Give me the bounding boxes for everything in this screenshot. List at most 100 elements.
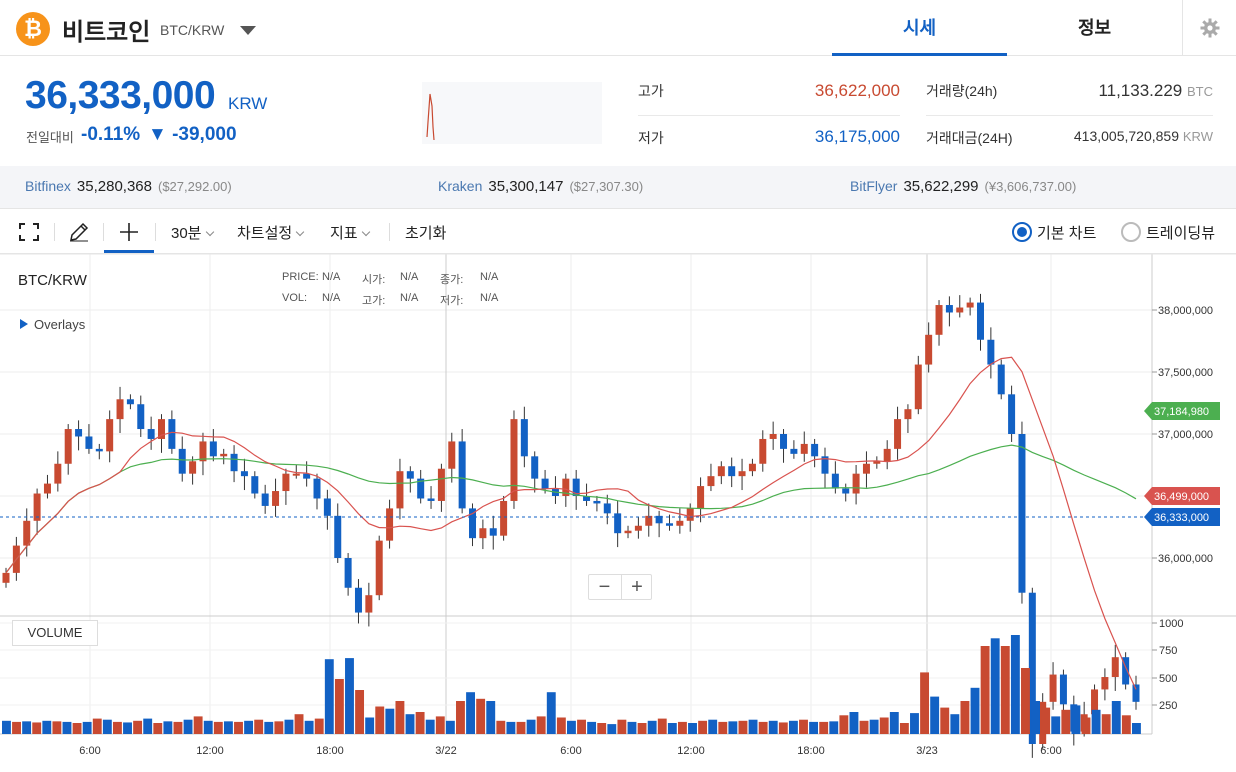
tradingview-label[interactable]: 트레이딩뷰 (1146, 225, 1216, 242)
indicators-select[interactable]: 지표 (330, 222, 370, 243)
candle-body (759, 438, 767, 464)
candle-body (282, 473, 290, 492)
price-summary: 36,333,000 KRW 전일대비 -0.11% ▼ -39,000 고가 … (0, 56, 1236, 166)
volume-24h-value: 11,133.229 BTC (1098, 81, 1213, 100)
volume-tick-label: 1000 (1159, 618, 1183, 630)
chevron-down-icon (361, 227, 370, 237)
candle-body (261, 493, 269, 506)
volume-bar (2, 720, 11, 734)
volume-bar (819, 721, 829, 734)
volume-bar (133, 720, 143, 734)
chart-title: BTC/KRW (18, 272, 87, 289)
candle-body (168, 419, 176, 449)
change-amount: ▼ -39,000 (148, 124, 237, 145)
candlestick-chart[interactable]: 38,000,000 37,500,000 37,000,000 36,000,000… (0, 254, 1236, 772)
basic-chart-radio[interactable] (1012, 222, 1032, 242)
volume-bar (62, 721, 72, 734)
volume-bar (466, 692, 475, 734)
volume-bar (597, 723, 607, 734)
volume-bar (496, 720, 506, 734)
candle-body (116, 399, 124, 420)
volume-bar (788, 720, 798, 734)
volume-bar (506, 721, 516, 734)
volume-bar (1111, 701, 1121, 734)
volume-bar (748, 719, 758, 734)
candle-body (406, 471, 414, 479)
volume-bar (163, 721, 173, 734)
candle-body (520, 419, 528, 457)
overlays-toggle[interactable]: Overlays (20, 317, 85, 332)
time-tick-label: 18:00 (316, 745, 344, 757)
candle-body (655, 515, 663, 524)
candle-body (945, 305, 953, 313)
volume-bar (304, 720, 314, 734)
volume-bar (647, 720, 657, 734)
zoom-out-button[interactable]: − (598, 576, 611, 598)
pencil-icon[interactable] (68, 221, 90, 243)
volume-bar (849, 712, 859, 734)
candle-body (811, 443, 819, 457)
reset-button[interactable]: 초기화 (405, 225, 447, 242)
tradingview-radio[interactable] (1121, 222, 1141, 242)
candle-body (469, 508, 477, 539)
volume-bar (960, 701, 970, 734)
candle-body (334, 515, 342, 558)
fullscreen-icon[interactable] (19, 223, 39, 241)
tab-price[interactable]: 시세 (832, 0, 1007, 56)
volume-bar (1000, 646, 1010, 734)
candle-body (894, 419, 902, 449)
candle-body (603, 503, 611, 514)
candle-body (354, 587, 362, 613)
volume-bar (173, 721, 183, 734)
volume-bar (556, 717, 566, 734)
basic-chart-label[interactable]: 기본 차트 (1037, 225, 1097, 242)
volume-bar (546, 692, 556, 734)
candle-body (417, 478, 425, 499)
candle-body (220, 453, 228, 457)
volume-bar (12, 721, 21, 734)
volume-tick-label: 250 (1159, 700, 1177, 712)
volume-bar (1021, 668, 1030, 734)
tab-info[interactable]: 정보 (1077, 18, 1112, 38)
candle-body (997, 364, 1005, 395)
candle-body (697, 486, 705, 509)
crosshair-icon[interactable] (119, 222, 139, 242)
volume-bar (183, 719, 193, 734)
volume-bar (587, 721, 597, 734)
volume-bar (254, 719, 264, 734)
volume-bar (425, 719, 435, 734)
volume-bar (940, 707, 950, 734)
chart-settings-select[interactable]: 차트설정 (237, 222, 305, 243)
volume-bar (718, 721, 728, 734)
volume-bar (52, 721, 62, 734)
volume-bar (193, 716, 203, 734)
settings-button[interactable] (1182, 0, 1236, 56)
volume-bar (32, 722, 42, 734)
candle-body (676, 520, 684, 526)
candle-body (531, 456, 539, 479)
candle-body (178, 448, 186, 474)
candle-body (85, 436, 93, 449)
candle-body (541, 478, 549, 489)
sparkline (422, 82, 602, 144)
candle-body (209, 441, 217, 457)
volume-bar (970, 687, 980, 734)
zoom-in-button[interactable]: + (621, 575, 652, 599)
volume-bar (264, 721, 274, 734)
price-chart[interactable]: 38,000,000 37,500,000 37,000,000 36,000,000… (0, 254, 1236, 772)
volume-bar (375, 706, 385, 734)
candle-body (303, 473, 311, 479)
candle-body (956, 307, 964, 313)
last-price-tag (1144, 508, 1220, 526)
candle-body (458, 441, 466, 509)
candle-body (448, 441, 456, 469)
volume-bar (1071, 705, 1081, 734)
volume-bar (476, 698, 486, 734)
candle-body (904, 409, 912, 420)
candle-body (925, 334, 933, 365)
interval-select[interactable]: 30분 (171, 222, 214, 243)
volume-bar (667, 723, 677, 734)
volume-bar (859, 720, 869, 734)
price-tick-label: 38,000,000 (1158, 305, 1213, 317)
coin-select-caret-icon[interactable] (240, 26, 256, 35)
